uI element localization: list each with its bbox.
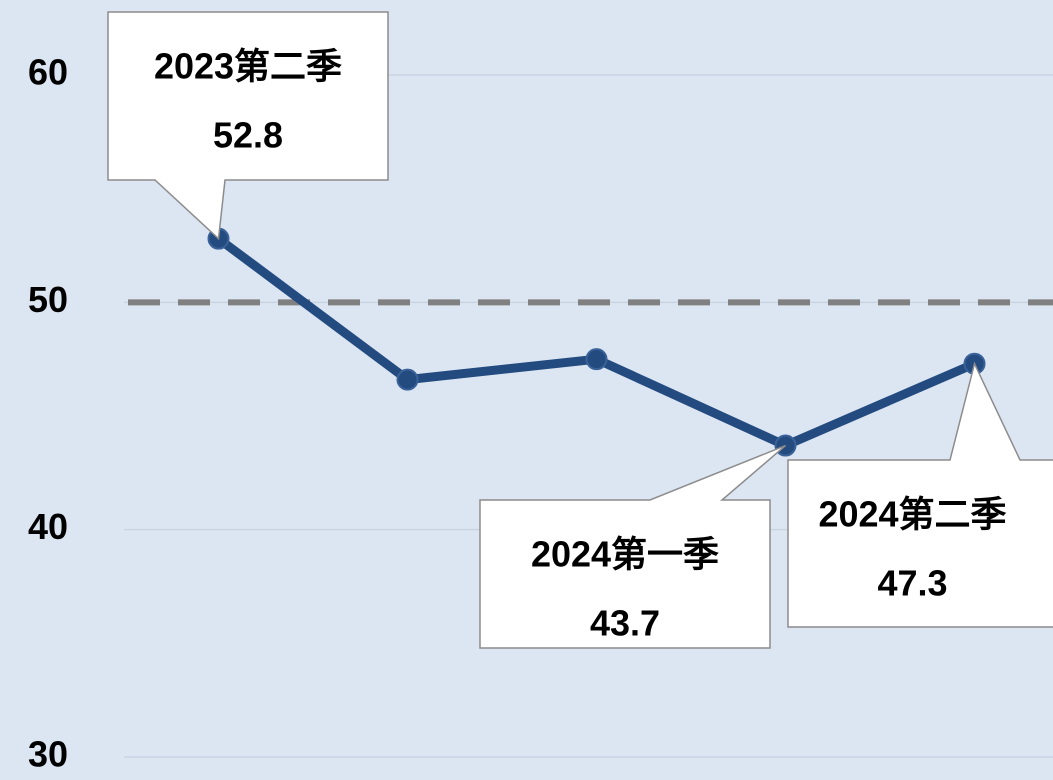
callout-label: 2024第二季 (818, 494, 1006, 535)
callout-value: 43.7 (590, 603, 660, 644)
marker (396, 368, 419, 391)
callout-box (787, 361, 1053, 628)
callout-label: 2023第二季 (154, 46, 342, 87)
callout-value: 47.3 (877, 563, 947, 604)
callout-value: 52.8 (213, 115, 283, 156)
y-tick-label: 60 (28, 52, 68, 93)
callout-box (107, 11, 389, 241)
callout-label: 2024第一季 (531, 534, 719, 575)
marker (585, 348, 608, 371)
line (215, 235, 977, 451)
callout-box (479, 444, 786, 649)
y-tick-label: 30 (28, 734, 68, 775)
y-tick-label: 50 (28, 279, 68, 320)
y-tick-label: 40 (28, 506, 68, 547)
